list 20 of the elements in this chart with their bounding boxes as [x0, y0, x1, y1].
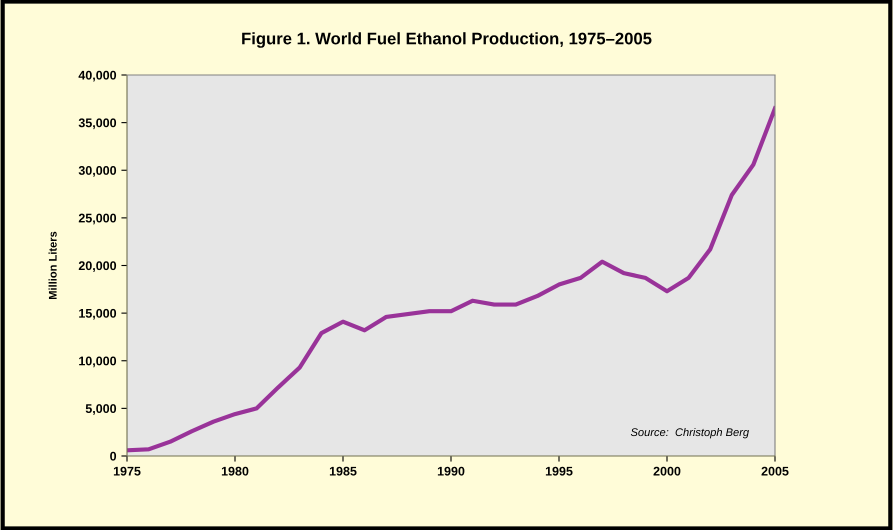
x-tick-label: 2005: [762, 466, 789, 476]
x-tick-label: 1975: [114, 466, 141, 476]
y-tick-label: 40,000: [78, 70, 116, 82]
y-tick-label: 10,000: [79, 356, 116, 368]
x-tick-label: 2000: [654, 466, 680, 476]
y-tick-label: 25,000: [78, 214, 116, 224]
y-tick-label: 35,000: [78, 118, 116, 130]
y-tick-label: 30,000: [78, 166, 116, 177]
x-tick-label: 1980: [222, 466, 248, 476]
line-series: [127, 106, 775, 452]
y-tick-label: 20,000: [78, 261, 116, 272]
y-axis-title: Million Liters: [48, 232, 57, 300]
y-tick-label: 15,000: [79, 308, 116, 320]
y-tick-label: 5,000: [86, 404, 116, 415]
x-tick-label: 1995: [546, 466, 573, 476]
y-tick-label: 0: [110, 452, 116, 461]
chart-title: Figure 1. World Fuel Ethanol Production, 1975–2005: [242, 32, 652, 48]
x-tick-label: 1990: [438, 466, 464, 476]
annotation: Source: Christoph Berg: [630, 428, 749, 438]
x-tick-label: 1985: [330, 466, 357, 476]
